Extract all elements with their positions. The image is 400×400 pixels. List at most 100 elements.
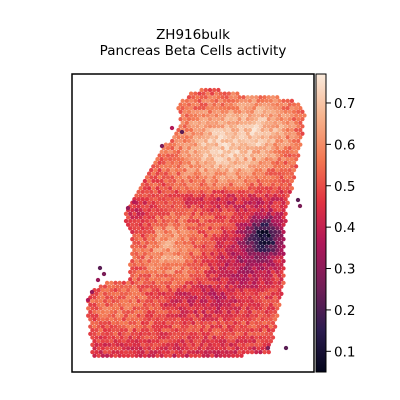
- spot: [199, 335, 204, 340]
- spot: [174, 160, 179, 165]
- spot: [195, 160, 200, 165]
- spot: [245, 255, 250, 260]
- spot: [270, 328, 276, 333]
- spot: [85, 297, 91, 303]
- spot: [251, 295, 257, 300]
- spot: [102, 291, 108, 296]
- spot: [275, 248, 280, 253]
- spot: [277, 178, 282, 184]
- spot: [203, 160, 208, 165]
- spot: [117, 280, 122, 286]
- spot: [130, 280, 135, 286]
- spot: [186, 211, 192, 216]
- spot: [86, 313, 91, 318]
- spot: [178, 197, 183, 202]
- spot: [209, 288, 215, 293]
- spot: [256, 309, 261, 315]
- spot: [241, 306, 246, 311]
- spot: [228, 226, 234, 231]
- spot: [201, 288, 206, 293]
- spot: [188, 120, 194, 125]
- spot: [136, 306, 141, 311]
- spot: [195, 197, 200, 202]
- spot: [146, 222, 152, 227]
- spot: [239, 258, 244, 264]
- spot: [188, 346, 194, 351]
- spot: [186, 262, 192, 267]
- spot: [197, 178, 202, 184]
- spot: [176, 295, 181, 300]
- spot: [134, 244, 139, 249]
- spot: [254, 291, 259, 296]
- spot: [159, 353, 164, 358]
- spot: [195, 146, 200, 151]
- spot: [245, 313, 250, 318]
- spot: [212, 269, 217, 275]
- spot: [212, 211, 217, 216]
- spot: [188, 317, 194, 322]
- spot: [180, 215, 185, 220]
- spot: [243, 200, 248, 205]
- spot: [233, 167, 238, 173]
- spot: [197, 164, 202, 169]
- spot: [235, 339, 240, 344]
- spot: [151, 288, 156, 293]
- spot: [184, 309, 190, 315]
- spot: [184, 113, 190, 118]
- spot: [193, 288, 198, 293]
- spot: [172, 266, 177, 271]
- spot: [283, 153, 288, 158]
- spot: [188, 157, 194, 162]
- spot: [174, 248, 179, 253]
- spot: [144, 349, 150, 355]
- spot: [296, 146, 301, 151]
- spot: [272, 273, 278, 278]
- spot: [228, 262, 234, 267]
- spot: [142, 346, 148, 351]
- spot: [167, 207, 173, 213]
- spot: [216, 284, 221, 289]
- spot: [256, 339, 261, 344]
- spot: [264, 135, 269, 140]
- spot: [266, 240, 271, 246]
- spot: [153, 204, 158, 209]
- spot: [167, 266, 173, 271]
- spot: [254, 342, 259, 347]
- spot: [117, 331, 122, 337]
- spot: [163, 302, 169, 307]
- spot: [201, 157, 206, 162]
- spot: [222, 266, 227, 271]
- spot: [272, 207, 278, 213]
- spot: [167, 339, 173, 344]
- spot: [132, 291, 137, 296]
- spot: [209, 339, 215, 344]
- spot: [180, 229, 185, 235]
- spot: [268, 120, 274, 125]
- spot: [151, 215, 156, 220]
- spot: [100, 324, 106, 329]
- spot: [180, 309, 185, 315]
- spot: [157, 277, 162, 282]
- spot: [182, 298, 187, 304]
- spot: [174, 255, 179, 260]
- spot: [281, 171, 286, 176]
- spot: [136, 189, 141, 195]
- spot: [214, 127, 219, 133]
- spot: [270, 284, 276, 289]
- spot: [178, 124, 183, 129]
- spot: [256, 258, 261, 264]
- spot: [98, 306, 103, 311]
- spot: [203, 277, 208, 282]
- spot: [149, 218, 154, 224]
- spot: [174, 197, 179, 202]
- colorbar-tick-label: 0.6: [334, 137, 355, 153]
- spot: [281, 98, 286, 104]
- spot: [132, 255, 137, 260]
- spot: [260, 207, 265, 213]
- spot: [172, 309, 177, 315]
- spot: [180, 346, 185, 351]
- spot: [272, 258, 278, 264]
- spot: [142, 266, 148, 271]
- spot: [209, 266, 215, 271]
- spot: [167, 178, 173, 184]
